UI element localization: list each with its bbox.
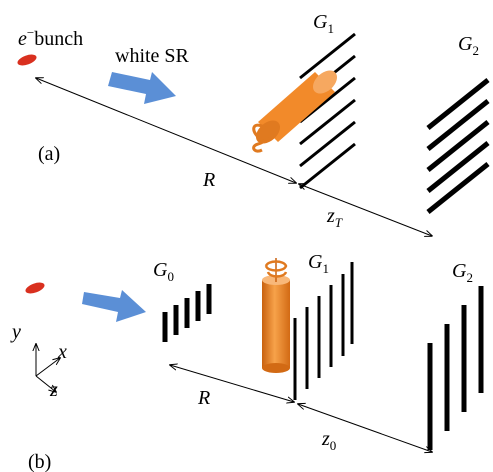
distance-arrow (299, 184, 432, 236)
grating-0 (165, 284, 209, 342)
axis-label: z (49, 379, 58, 401)
electron-bunch (16, 52, 38, 67)
grating-label: G1 (313, 11, 334, 36)
grating-label: G2 (452, 260, 473, 285)
radiation-arrow (108, 72, 176, 104)
axis-label: x (57, 341, 67, 363)
axes-icon: y x z (10, 321, 67, 401)
grating-2 (430, 286, 481, 450)
figure: e−bunch white SR (a) R zT G1 G2 G0 (0, 0, 493, 472)
grating-label: G1 (308, 251, 329, 276)
grating-2 (428, 80, 488, 212)
electron-bunch (24, 280, 46, 295)
distance-label: z0 (321, 428, 336, 453)
distance-label: zT (326, 205, 343, 230)
grating-label: G2 (458, 33, 479, 58)
axis-label: y (10, 321, 21, 343)
panel-label: (a) (38, 143, 60, 165)
detector-cylinder (252, 66, 342, 151)
bunch-label: e−bunch (18, 25, 83, 50)
distance-arrow (298, 404, 432, 452)
radiation-arrow (82, 290, 146, 322)
grating-1 (295, 262, 352, 400)
radiation-label: white SR (115, 45, 190, 67)
distance-label: R (197, 387, 210, 409)
detector-cylinder (262, 258, 290, 373)
panel-label: (b) (28, 451, 51, 472)
distance-label: R (202, 169, 215, 191)
panel-a: e−bunch white SR (a) R zT G1 G2 (16, 11, 488, 236)
panel-b: G0 G1 G2 y x z (10, 251, 481, 472)
grating-label: G0 (153, 259, 174, 284)
